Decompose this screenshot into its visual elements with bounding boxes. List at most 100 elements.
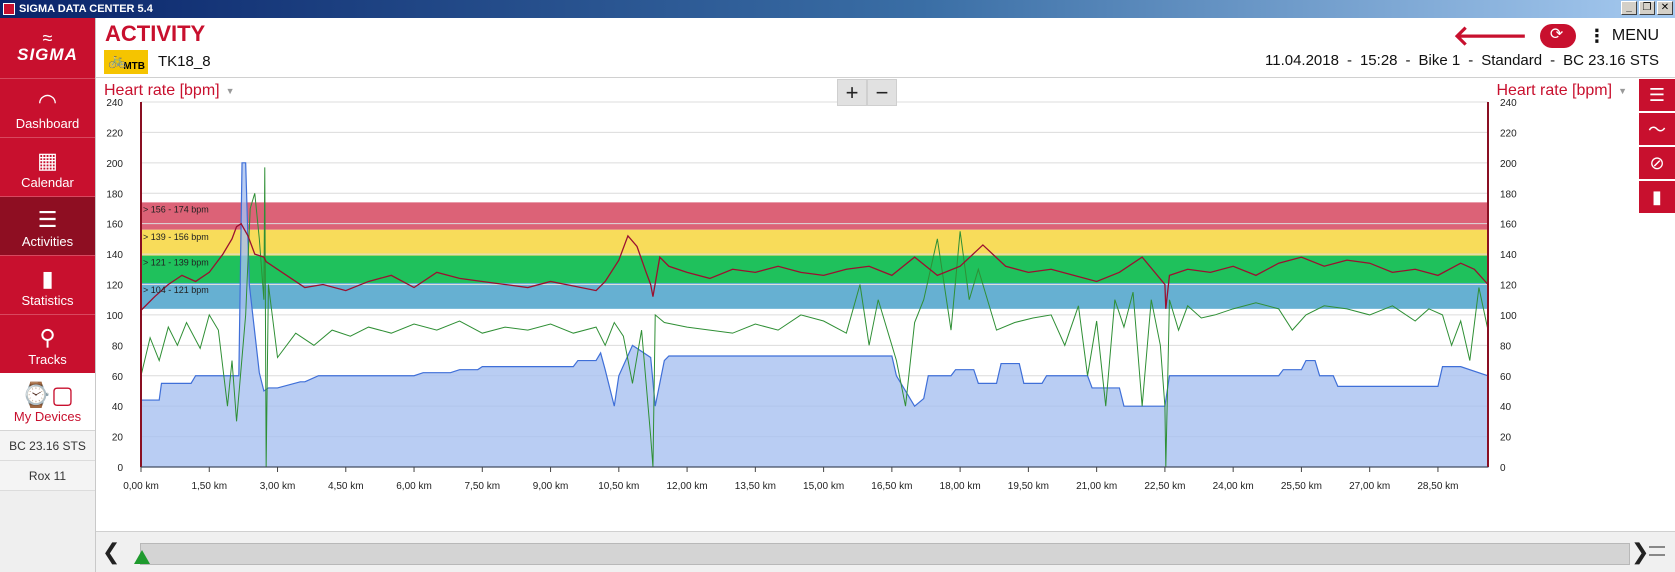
activity-name: TK18_8 [158, 53, 211, 70]
y-tick-label-left: 140 [106, 250, 123, 261]
list-view-button[interactable]: ☰ [1639, 79, 1675, 111]
sport-badge-label: MTB [123, 61, 145, 72]
sport-badge: 🚲 MTB [104, 50, 148, 74]
sidebar-item-calendar[interactable]: ▦ Calendar [0, 137, 95, 196]
menu-button[interactable]: ⋮ MENU [1588, 27, 1659, 45]
heart-rate-line [140, 222, 1489, 311]
close-button[interactable]: ✕ [1657, 1, 1673, 15]
line-chart-button[interactable]: 〜 [1639, 113, 1675, 145]
meta-separator: - [1550, 52, 1556, 69]
x-tick-label: 3,00 km [260, 481, 296, 492]
resize-grip-icon[interactable] [1649, 546, 1665, 556]
y-tick-label-right: 200 [1500, 159, 1517, 170]
sidebar-item-tracks[interactable]: ⚲ Tracks [0, 314, 95, 373]
hr-zone-band [141, 202, 1488, 230]
meta-separator: - [1405, 52, 1411, 69]
y-tick-label-left: 40 [112, 402, 124, 413]
sigma-logo-text: SIGMA [17, 45, 78, 64]
zoom-in-button[interactable]: + [837, 79, 867, 106]
cloud-sync-icon[interactable] [1539, 24, 1576, 48]
y-tick-label-left: 180 [106, 189, 123, 200]
x-tick-label: 9,00 km [533, 481, 569, 492]
sidebar-item-activities[interactable]: ☰ Activities [0, 196, 95, 255]
sidebar-item-label: Dashboard [15, 116, 80, 131]
x-tick-label: 27,00 km [1349, 481, 1390, 492]
hr-zone-label: > 121 - 139 bpm [143, 258, 209, 268]
list-icon: ☰ [1648, 84, 1666, 105]
back-arrow-icon[interactable]: 🡐 [1452, 20, 1528, 51]
x-tick-label: 15,00 km [803, 481, 844, 492]
activity-meta: 11.04.2018-15:28- Bike 1- Standard - BC 23.1… [1265, 52, 1659, 69]
y-tick-label-right: 220 [1500, 128, 1517, 139]
bar-chart-icon: ▮ [1652, 186, 1662, 207]
y-tick-label-left: 120 [106, 281, 123, 292]
right-axis-selector[interactable]: Heart rate [bpm] ▼ [1496, 82, 1627, 100]
hide-series-button[interactable]: ⊘ [1639, 147, 1675, 179]
y-tick-label-right: 140 [1500, 250, 1517, 261]
activity-mode: Standard [1481, 52, 1543, 69]
menu-label: MENU [1611, 27, 1659, 44]
x-tick-label: 1,50 km [191, 481, 227, 492]
device-item[interactable]: Rox 11 [0, 461, 95, 491]
mtb-bike-icon: 🚲 [108, 52, 127, 69]
x-tick-label: 25,50 km [1281, 481, 1322, 492]
window-titlebar: SIGMA DATA CENTER 5.4 _ ❐ ✕ [0, 0, 1675, 18]
device-item[interactable]: BC 23.16 STS [0, 431, 95, 461]
restore-button[interactable]: ❐ [1639, 1, 1655, 15]
y-tick-label-left: 200 [106, 159, 123, 170]
chart-canvas[interactable]: 0 0 20 20 40 40 60 60 80 80 100 100 120 120 140 140 160 1… [96, 79, 1639, 531]
app-icon [3, 3, 15, 15]
bar-chart-button[interactable]: ▮ [1639, 181, 1675, 213]
y-tick-label-right: 40 [1500, 402, 1512, 413]
chevron-down-icon: ▼ [225, 86, 235, 96]
zoom-out-button[interactable]: − [867, 79, 897, 106]
hr-zone-label: > 104 - 121 bpm [143, 285, 209, 295]
activity-device: BC 23.16 STS [1563, 52, 1659, 69]
y-tick-label-right: 240 [1500, 98, 1517, 109]
sidebar-item-label: Tracks [28, 352, 67, 367]
chevron-left-icon[interactable]: ❮ [102, 539, 121, 564]
range-start-handle[interactable] [134, 550, 150, 564]
disable-icon: ⊘ [1649, 152, 1665, 173]
y-tick-label-left: 20 [112, 433, 124, 444]
map-pin-icon: ⚲ [39, 325, 56, 350]
page-title: ACTIVITY [105, 21, 206, 46]
left-axis-label: Heart rate [bpm] [104, 82, 220, 99]
x-tick-label: 4,50 km [328, 481, 364, 492]
meta-separator: - [1468, 52, 1474, 69]
hr-zone-band [141, 282, 1488, 309]
x-tick-label: 28,50 km [1417, 481, 1458, 492]
sidebar-item-statistics[interactable]: ▮ Statistics [0, 255, 95, 314]
y-tick-label-right: 180 [1500, 189, 1517, 200]
x-tick-label: 7,50 km [465, 481, 501, 492]
chart-toolbar: ☰ 〜 ⊘ ▮ [1639, 79, 1675, 215]
y-tick-label-left: 0 [117, 463, 123, 474]
chart-scrollbar[interactable]: ❮ ❯ [96, 531, 1675, 572]
y-tick-label-right: 120 [1500, 281, 1517, 292]
chevron-down-icon: ▼ [1618, 86, 1627, 96]
page-header: ACTIVITY 🚲 MTB TK18_8 🡐 ⋮ MENU 11.04.201… [96, 18, 1675, 78]
hr-zone-band [141, 229, 1488, 256]
sigma-logo[interactable]: ≈ SIGMA [0, 18, 95, 78]
y-tick-label-right: 20 [1500, 433, 1512, 444]
sidebar-item-dashboard[interactable]: ◠ Dashboard [0, 78, 95, 137]
chevron-right-icon[interactable]: ❯ [1631, 539, 1650, 564]
activity-chart[interactable]: 0 0 20 20 40 40 60 60 80 80 100 100 120 120 140 140 160 1… [96, 79, 1639, 531]
y-tick-label-left: 100 [106, 311, 123, 322]
scroll-track[interactable] [140, 543, 1630, 565]
speed-line [140, 167, 1489, 468]
minimize-button[interactable]: _ [1621, 1, 1637, 15]
y-tick-label-right: 160 [1500, 220, 1517, 231]
bar-chart-icon: ▮ [41, 266, 54, 291]
activity-time: 15:28 [1359, 52, 1398, 69]
left-axis-selector[interactable]: Heart rate [bpm] ▼ [104, 82, 235, 100]
sidebar-item-label: My Devices [13, 409, 82, 424]
meta-separator: - [1346, 52, 1352, 69]
sidebar-item-my-devices[interactable]: ⌚▢ My Devices [0, 373, 95, 431]
y-tick-label-left: 80 [112, 341, 124, 352]
dashboard-icon: ◠ [37, 89, 58, 114]
sidebar-item-label: Statistics [21, 293, 74, 308]
sidebar: ≈ SIGMA ◠ Dashboard ▦ Calendar ☰ Activit… [0, 18, 96, 572]
sidebar-item-label: Activities [21, 234, 74, 249]
activity-date: 11.04.2018 [1265, 52, 1339, 69]
